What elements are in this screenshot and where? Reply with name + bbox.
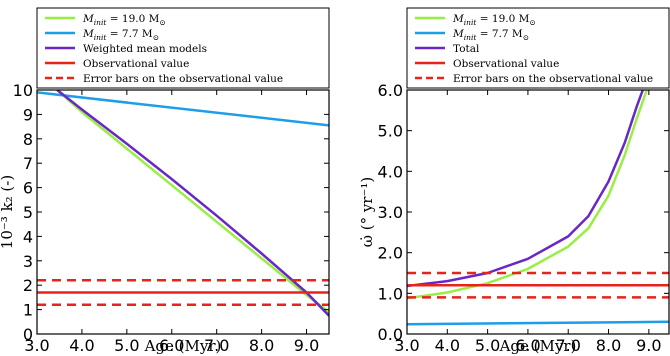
legend-math-sun: ⊙ — [523, 33, 529, 42]
legend-math-sub: init — [94, 33, 108, 42]
x-tick-label: 9.0 — [294, 336, 319, 355]
legend-math-sun: ⊙ — [153, 33, 159, 42]
legend-label-5: Error bars on the observational value — [83, 73, 283, 85]
y-tick-label: 6.0 — [378, 81, 403, 100]
legend-math-main: M — [452, 13, 464, 25]
x-tick-label: 6.0 — [515, 336, 540, 355]
x-axis-label: Age (Myr) — [499, 337, 577, 355]
x-axis-label: Age (Myr) — [144, 337, 222, 355]
series-group — [37, 90, 329, 317]
legend-box — [406, 7, 670, 89]
y-tick-label: 4.0 — [378, 162, 403, 181]
legend-math-main: M — [452, 28, 464, 40]
legend-math-rest: = 7.7 M — [106, 28, 153, 40]
legend-math-main: M — [82, 28, 94, 40]
y-tick-label: 5.0 — [378, 122, 403, 141]
legend-math-sub: init — [464, 33, 478, 42]
y-tick-label: 1 — [23, 301, 33, 320]
legend-label-4: Observational value — [453, 58, 559, 70]
legend-label-1: Minit = 19.0 M⊙ — [452, 13, 536, 27]
y-tick-label: 3 — [23, 252, 33, 271]
series-line-3 — [56, 90, 329, 317]
x-tick-label: 3.0 — [24, 336, 49, 355]
legend-math-rest: = 19.0 M — [476, 13, 529, 25]
series-line-3 — [407, 90, 644, 288]
x-tick-label: 6.0 — [159, 336, 184, 355]
series-line-1 — [407, 90, 648, 300]
series-line-2 — [37, 91, 329, 127]
legend-math-sun: ⊙ — [159, 18, 165, 27]
series-line-1 — [56, 90, 329, 313]
y-tick-label: 4 — [23, 227, 33, 246]
x-tick-label: 3.0 — [394, 336, 419, 355]
x-tick-label: 8.0 — [249, 336, 274, 355]
x-tick-label: 9.0 — [636, 336, 661, 355]
x-tick-label: 5.0 — [114, 336, 139, 355]
y-tick-label: 6 — [23, 179, 33, 198]
legend-label-3: Weighted mean models — [83, 43, 207, 55]
y-tick-label: 0.0 — [378, 325, 403, 344]
x-tick-label: 7.0 — [204, 336, 229, 355]
legend-math-rest: = 7.7 M — [476, 28, 523, 40]
legend: Minit = 19.0 M⊙Minit = 7.7 M⊙Weighted me… — [36, 7, 330, 89]
y-tick-label: 2.0 — [378, 244, 403, 263]
plot-frame — [36, 89, 330, 335]
y-tick-label: 3.0 — [378, 203, 403, 222]
x-tick-label: 4.0 — [69, 336, 94, 355]
y-tick-label: 10 — [13, 81, 33, 100]
legend-label-2: Minit = 7.7 M⊙ — [82, 28, 159, 42]
legend-math-sun: ⊙ — [529, 18, 535, 27]
y-tick-label: 1.0 — [378, 284, 403, 303]
x-tick-label: 8.0 — [596, 336, 621, 355]
x-tick-label: 7.0 — [556, 336, 581, 355]
legend-label-4: Observational value — [83, 58, 189, 70]
legend-box — [36, 7, 330, 89]
y-tick-label: 5 — [23, 203, 33, 222]
x-tick-label: 4.0 — [435, 336, 460, 355]
legend-label-1: Minit = 19.0 M⊙ — [82, 13, 166, 27]
legend-label-5: Error bars on the observational value — [453, 73, 653, 85]
y-axis-label: ω̇ (° yr⁻¹) — [358, 177, 376, 248]
y-axis-label: 10⁻³ k₂ (-) — [0, 175, 16, 249]
y-tick-label: 7 — [23, 154, 33, 173]
legend-math-sub: init — [94, 18, 108, 27]
chart-panel-2: 3.0 4.0 5.0 6.0 7.0 8.0 9.0 0.0 1.0 2.0 3.0 4.0 5.0 6… — [358, 7, 670, 355]
legend-label-3: Total — [453, 43, 480, 55]
legend-math-rest: = 19.0 M — [106, 13, 159, 25]
chart-panel-1: 3.0 4.0 5.0 6.0 7.0 8.0 9.0 0 1 2 3 4 5 6 7 8 9 10 Age (My… — [0, 7, 330, 355]
series-group — [407, 90, 669, 326]
legend-label-2: Minit = 7.7 M⊙ — [452, 28, 529, 42]
series-line-2 — [407, 320, 669, 326]
y-tick-label: 2 — [23, 276, 33, 295]
y-tick-label: 0 — [23, 325, 33, 344]
x-tick-label: 5.0 — [475, 336, 500, 355]
legend-math-main: M — [82, 13, 94, 25]
legend: Minit = 19.0 M⊙Minit = 7.7 M⊙TotalObserv… — [406, 7, 670, 89]
y-tick-label: 9 — [23, 105, 33, 124]
legend-math-sub: init — [464, 18, 478, 27]
y-tick-label: 8 — [23, 130, 33, 149]
